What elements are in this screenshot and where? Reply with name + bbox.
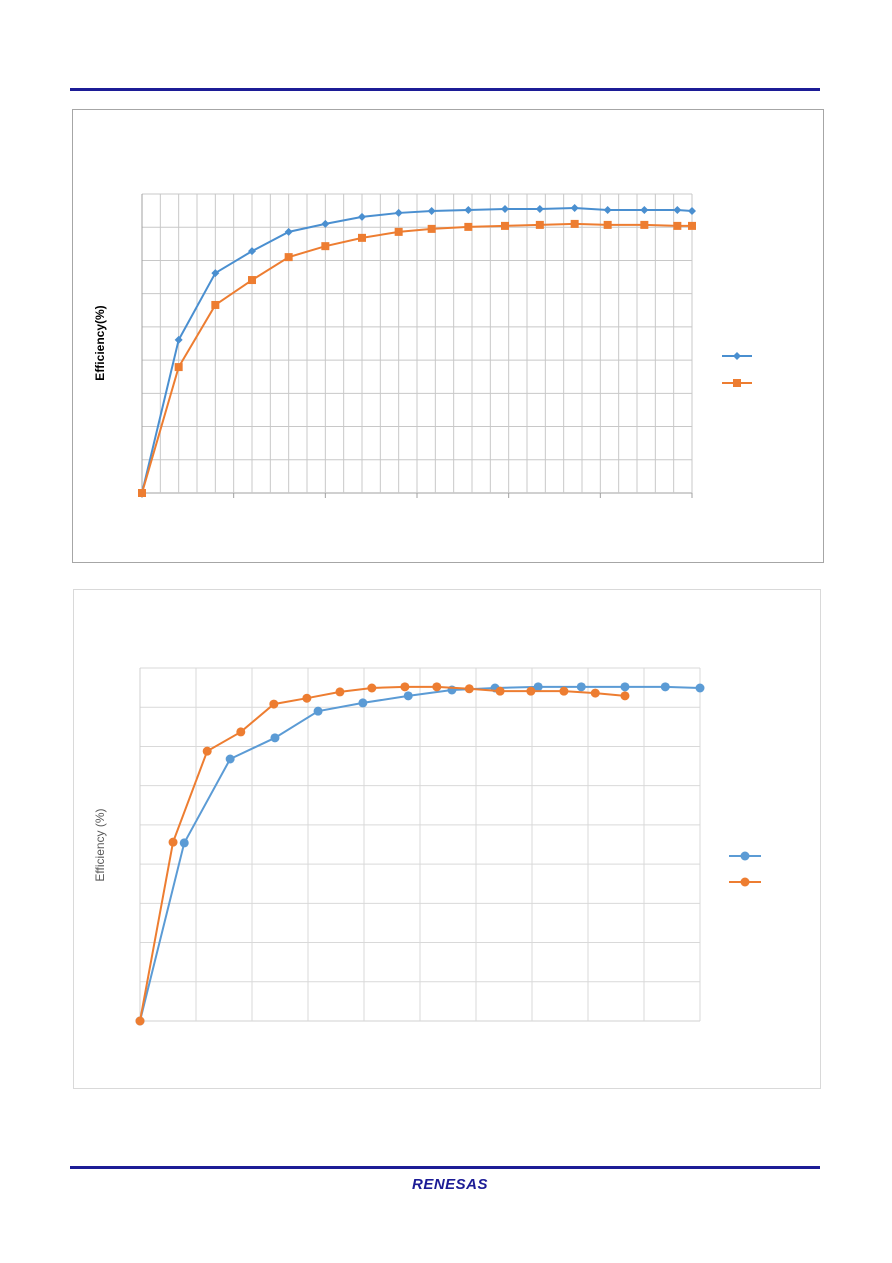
marker bbox=[533, 682, 543, 692]
marker bbox=[640, 220, 649, 229]
marker bbox=[302, 693, 312, 703]
marker bbox=[427, 206, 436, 215]
marker bbox=[138, 489, 146, 497]
marker bbox=[248, 276, 256, 285]
chart-frame bbox=[73, 589, 821, 1089]
marker bbox=[403, 691, 413, 701]
marker bbox=[576, 682, 586, 692]
marker bbox=[432, 682, 442, 692]
marker bbox=[202, 746, 212, 756]
marker bbox=[495, 686, 505, 696]
marker bbox=[688, 221, 696, 230]
marker bbox=[248, 247, 256, 256]
marker bbox=[673, 221, 682, 230]
marker bbox=[211, 300, 220, 309]
marker bbox=[236, 727, 246, 737]
marker bbox=[358, 698, 368, 708]
marker bbox=[673, 205, 682, 214]
marker bbox=[335, 687, 345, 697]
marker bbox=[394, 227, 403, 236]
marker bbox=[590, 688, 600, 698]
marker bbox=[313, 706, 323, 716]
marker bbox=[501, 204, 509, 213]
y-axis-label: Efficiency (%) bbox=[93, 808, 107, 881]
marker bbox=[620, 691, 630, 701]
marker bbox=[535, 220, 544, 229]
marker bbox=[174, 363, 183, 372]
marker bbox=[570, 219, 579, 228]
marker bbox=[211, 269, 220, 278]
marker bbox=[660, 682, 670, 692]
marker bbox=[603, 205, 612, 214]
marker bbox=[284, 253, 293, 262]
marker bbox=[179, 838, 189, 848]
marker bbox=[284, 227, 293, 236]
marker bbox=[269, 699, 279, 709]
marker bbox=[559, 686, 569, 696]
marker bbox=[135, 1016, 145, 1026]
y-axis-label: Efficiency(%) bbox=[93, 305, 107, 380]
marker bbox=[464, 684, 474, 694]
series-line bbox=[139, 685, 626, 1022]
marker bbox=[464, 205, 473, 214]
marker bbox=[400, 682, 410, 692]
marker bbox=[427, 224, 436, 233]
legend-marker bbox=[733, 352, 741, 360]
marker bbox=[225, 754, 235, 764]
legend-marker bbox=[733, 379, 741, 387]
marker bbox=[358, 233, 366, 242]
marker bbox=[535, 204, 544, 213]
marker bbox=[501, 221, 509, 230]
marker bbox=[358, 212, 366, 221]
marker bbox=[174, 335, 183, 344]
marker bbox=[270, 733, 280, 743]
marker bbox=[367, 683, 377, 693]
marker bbox=[620, 682, 630, 692]
marker bbox=[464, 222, 473, 231]
legend-marker bbox=[740, 851, 750, 861]
marker bbox=[321, 242, 330, 251]
series-line bbox=[139, 685, 701, 1022]
marker bbox=[168, 837, 178, 847]
marker bbox=[321, 219, 330, 228]
marker bbox=[526, 686, 536, 696]
marker bbox=[640, 205, 649, 214]
marker bbox=[688, 206, 696, 215]
marker bbox=[695, 683, 705, 693]
marker bbox=[603, 220, 612, 229]
header-rule bbox=[70, 88, 820, 91]
marker bbox=[394, 208, 403, 217]
chart-frame bbox=[72, 109, 824, 563]
footer-rule bbox=[70, 1166, 820, 1169]
logo: RENESAS bbox=[412, 1176, 488, 1193]
legend-marker bbox=[740, 877, 750, 887]
marker bbox=[570, 203, 579, 212]
